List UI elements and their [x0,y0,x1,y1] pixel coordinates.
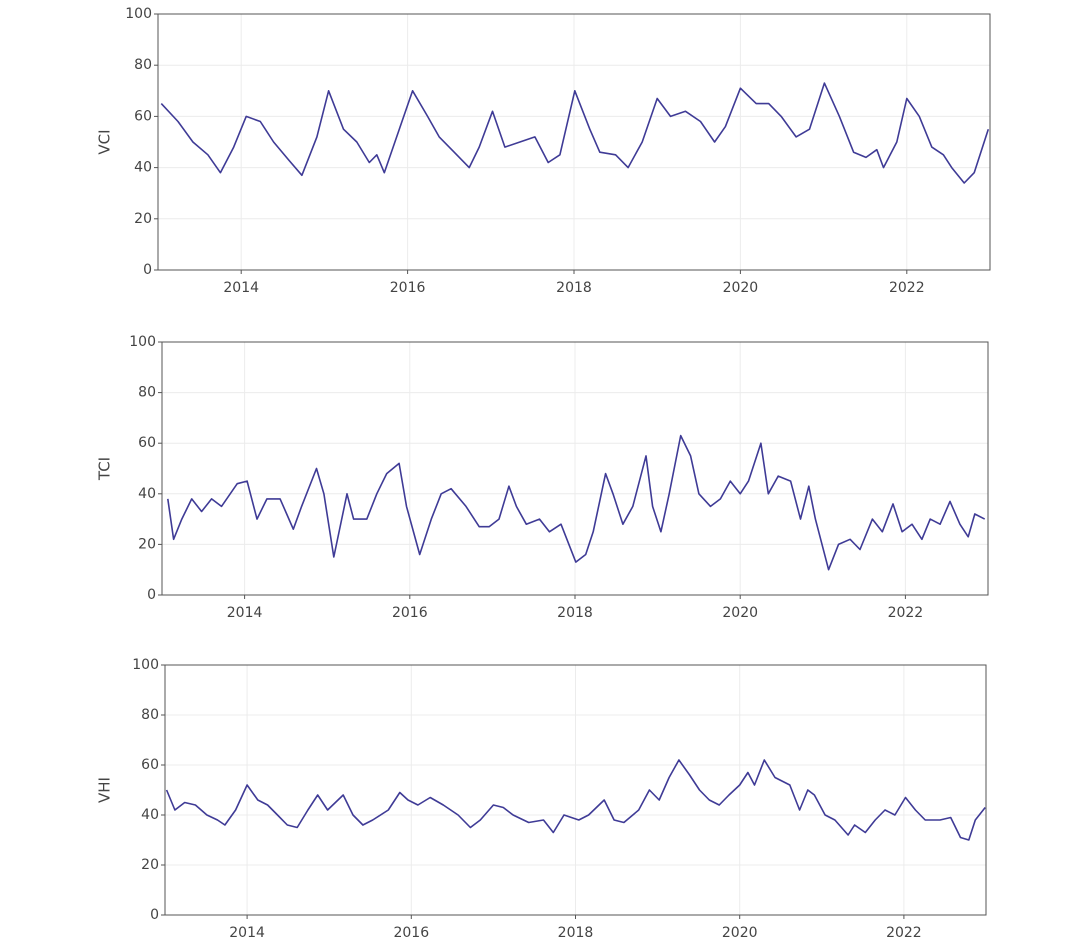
y-tick-label: 0 [147,587,156,603]
x-tick-label: 2014 [227,605,263,621]
y-tick-label: 20 [141,857,159,873]
y-tick-label: 80 [141,707,159,723]
y-tick-label: 20 [134,211,152,227]
y-axis-label: VCI [96,129,114,154]
y-tick-label: 60 [138,435,156,451]
y-axis-label: VHI [96,777,114,803]
plot-frame [164,664,987,916]
y-tick-label: 0 [150,907,159,923]
line-series [165,759,986,841]
x-tick-label: 2016 [392,605,428,621]
x-tick-label: 2020 [722,605,758,621]
x-tick-label: 2016 [390,280,426,296]
y-tick-label: 0 [143,262,152,278]
x-tick-label: 2018 [558,925,594,941]
y-tick-label: 20 [138,536,156,552]
x-tick-label: 2020 [722,925,758,941]
y-tick-label: 60 [141,757,159,773]
x-tick-label: 2018 [557,605,593,621]
y-tick-label: 80 [138,385,156,401]
y-tick-label: 100 [132,657,159,673]
x-tick-label: 2018 [556,280,592,296]
x-tick-label: 2016 [393,925,429,941]
y-tick-label: 100 [129,334,156,350]
x-tick-label: 2014 [223,280,259,296]
plot-frame [161,341,989,596]
plot-frame [157,13,991,271]
x-tick-label: 2014 [229,925,265,941]
x-tick-label: 2022 [889,280,925,296]
x-tick-label: 2022 [888,605,924,621]
y-tick-label: 80 [134,57,152,73]
y-tick-label: 60 [134,108,152,124]
x-tick-label: 2020 [723,280,759,296]
y-tick-label: 40 [138,486,156,502]
y-tick-label: 40 [141,807,159,823]
y-tick-label: 100 [125,6,152,22]
line-series [160,82,990,184]
line-series [167,434,986,571]
x-tick-label: 2022 [886,925,922,941]
y-axis-label: TCI [96,457,114,481]
y-tick-label: 40 [134,160,152,176]
